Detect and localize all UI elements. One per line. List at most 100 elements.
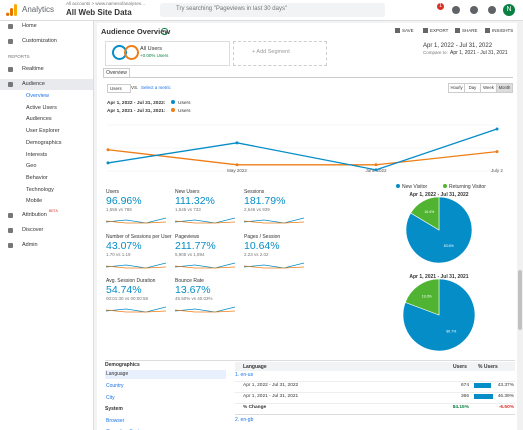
- search-box[interactable]: Try searching "Pageviews in last 30 days…: [160, 3, 385, 17]
- dimension-link[interactable]: Browser: [106, 418, 125, 424]
- header-icon[interactable]: [488, 6, 496, 14]
- nav-item[interactable]: Discover: [0, 225, 93, 236]
- nav-item[interactable]: Audience: [0, 79, 93, 90]
- action-label[interactable]: SAVE: [402, 28, 414, 33]
- row-label[interactable]: 1. en-us: [235, 372, 254, 378]
- tab[interactable]: Overview: [103, 68, 130, 78]
- sparkline: [243, 262, 305, 269]
- row-label[interactable]: 2. en-gb: [235, 417, 254, 423]
- property-selector[interactable]: All Web Site Data: [66, 8, 132, 17]
- metric-name: New Users: [175, 189, 200, 195]
- nav-icon: [8, 228, 13, 233]
- granularity-button[interactable]: Month: [496, 83, 513, 93]
- nav-icon: [8, 213, 13, 218]
- sparkline: [243, 220, 305, 224]
- segment-box: [105, 41, 230, 66]
- metric-detail: 1.70 vs 1.19: [106, 252, 131, 257]
- action-icon[interactable]: [395, 28, 400, 33]
- metric-change: 13.67%: [175, 284, 211, 296]
- nav-item[interactable]: Mobile: [0, 196, 93, 207]
- nav-item[interactable]: Realtime: [0, 64, 93, 75]
- nav-item[interactable]: Attribution: [0, 210, 93, 221]
- nav-item[interactable]: Customization: [0, 36, 93, 47]
- breadcrumb[interactable]: All accounts > www.namesofanalyses...: [66, 1, 145, 6]
- nav-item[interactable]: Behavior: [0, 173, 93, 184]
- nav-item[interactable]: Overview: [0, 91, 93, 102]
- pct-value: 46.39%: [497, 394, 514, 399]
- add-segment[interactable]: [233, 41, 327, 66]
- nav-label: Active Users: [26, 104, 57, 111]
- dimension-link[interactable]: Language: [105, 370, 226, 379]
- vs-label: VS.: [131, 85, 139, 90]
- x-tick-label: July 2: [491, 168, 503, 173]
- metric-change: 211.77%: [175, 240, 216, 252]
- nav-item[interactable]: Demographics: [0, 138, 93, 149]
- nav-icon: [8, 67, 13, 72]
- action-label[interactable]: INSIGHTS: [492, 28, 514, 33]
- sparkline: [243, 217, 305, 224]
- metric-detail: 1,556 vs 789: [106, 207, 132, 212]
- action-icon[interactable]: [485, 28, 490, 33]
- select-metric[interactable]: Select a metric: [141, 85, 171, 90]
- slice-label: 16.4%: [424, 210, 434, 214]
- scrollbar-thumb[interactable]: [518, 270, 522, 330]
- header-icon[interactable]: [452, 6, 460, 14]
- nav-item[interactable]: Geo: [0, 161, 93, 172]
- section-label: REPORTS: [8, 54, 30, 59]
- dimension-link[interactable]: Country: [106, 383, 124, 389]
- metric-name: Users: [106, 189, 120, 195]
- top-bar: Analytics All accounts > www.namesofanaly…: [0, 0, 523, 21]
- header-icon[interactable]: [470, 6, 478, 14]
- column-header: % Users: [478, 364, 498, 370]
- search-placeholder: Try searching "Pageviews in last 30 days…: [176, 6, 288, 12]
- nav-icon: [8, 24, 13, 29]
- nav-item[interactable]: Technology: [0, 185, 93, 196]
- nav-label: Admin: [22, 242, 38, 248]
- nav-item[interactable]: User Explorer: [0, 126, 93, 137]
- action-label[interactable]: SHARE: [462, 28, 478, 33]
- users-value: 674: [460, 383, 469, 388]
- nav-label: Overview: [26, 93, 49, 99]
- nav-label: Attribution: [22, 212, 47, 218]
- metric-dropdown[interactable]: Users: [107, 84, 131, 93]
- system-title: System: [105, 406, 123, 412]
- nav-label: Behavior: [26, 174, 48, 181]
- metric-change: 96.96%: [106, 195, 142, 207]
- nav-label: Interests: [26, 151, 48, 158]
- sparkline: [174, 220, 236, 224]
- metric-change: 181.79%: [244, 195, 286, 207]
- legend-swatch: [171, 100, 175, 104]
- logo: [6, 4, 17, 16]
- nav-item[interactable]: Interests: [0, 150, 93, 161]
- compare-label: Compare to:: [423, 50, 448, 55]
- action-icon[interactable]: [423, 28, 428, 33]
- action-label[interactable]: EXPORT: [430, 28, 449, 33]
- metric-change: 111.32%: [175, 195, 215, 207]
- dimension-link[interactable]: City: [106, 395, 115, 401]
- sparkline: [105, 309, 167, 313]
- avatar[interactable]: N: [503, 4, 515, 16]
- add-segment-label[interactable]: + Add Segment: [252, 49, 290, 55]
- action-icon[interactable]: [455, 28, 460, 33]
- period-label: Apr 1, 2022 - Jul 31, 2022: [243, 383, 299, 388]
- nav-item[interactable]: Admin: [0, 240, 93, 251]
- sparkline: [243, 265, 305, 269]
- row-rule: [235, 381, 515, 382]
- legend-label: Users: [178, 108, 191, 114]
- logo-bar: [10, 8, 13, 16]
- sparkline: [105, 220, 167, 224]
- charts: Apr 1, 2022 - Jul 31, 2022: Users Apr 1, 2…: [105, 100, 503, 352]
- date-range[interactable]: Apr 1, 2022 - Jul 31, 2022: [423, 43, 493, 49]
- notification-badge[interactable]: 1: [437, 3, 444, 10]
- nav-label: Realtime: [22, 66, 44, 72]
- row-rule: [235, 414, 515, 415]
- nav-item[interactable]: Active Users: [0, 103, 93, 114]
- change-users: 84.15%: [452, 405, 469, 410]
- nav-item[interactable]: Home: [0, 21, 93, 32]
- nav-icon: [8, 82, 13, 87]
- line-series: [107, 149, 498, 166]
- nav-item[interactable]: Audiences: [0, 114, 93, 125]
- demographics-title: Demographics: [105, 362, 140, 368]
- legend-swatch: [443, 184, 447, 188]
